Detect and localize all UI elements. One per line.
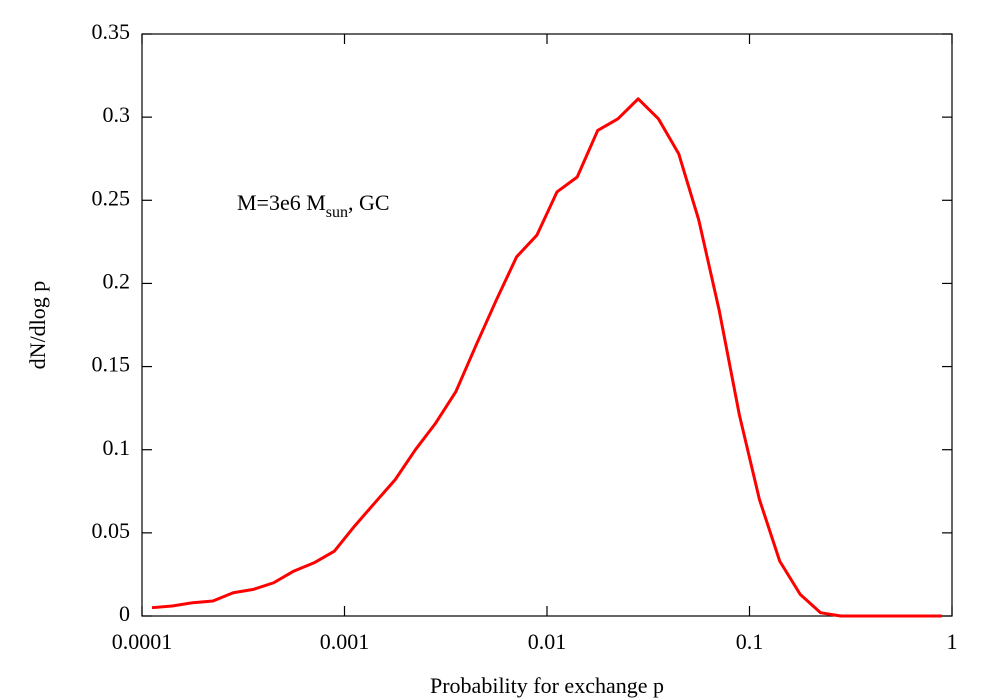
plot-frame	[141, 33, 953, 617]
y-tick-label: 0.15	[92, 352, 131, 377]
y-tick-label: 0.2	[103, 268, 131, 293]
x-tick-label: 0.01	[528, 629, 567, 654]
annotation-tail: , GC	[348, 190, 390, 215]
y-tick-label: 0.35	[92, 19, 131, 44]
x-tick-label: 0.1	[736, 629, 764, 654]
x-axis-label: Probability for exchange p	[430, 673, 664, 698]
y-tick-label: 0	[119, 601, 130, 626]
y-tick-label: 0.3	[103, 102, 131, 127]
annotation-subscript: sun	[326, 204, 348, 221]
x-tick-label: 1	[947, 629, 958, 654]
x-tick-label: 0.0001	[112, 629, 173, 654]
y-tick-label: 0.1	[103, 435, 131, 460]
annotation-text: M=3e6 M	[237, 190, 326, 215]
annotation: M=3e6 Msun, GC	[237, 190, 390, 221]
y-tick-label: 0.25	[92, 185, 131, 210]
y-tick-label: 0.05	[92, 518, 131, 543]
y-axis-label: dN/dlog p	[25, 281, 50, 370]
data-line	[151, 97, 942, 618]
x-tick-label: 0.001	[320, 629, 370, 654]
